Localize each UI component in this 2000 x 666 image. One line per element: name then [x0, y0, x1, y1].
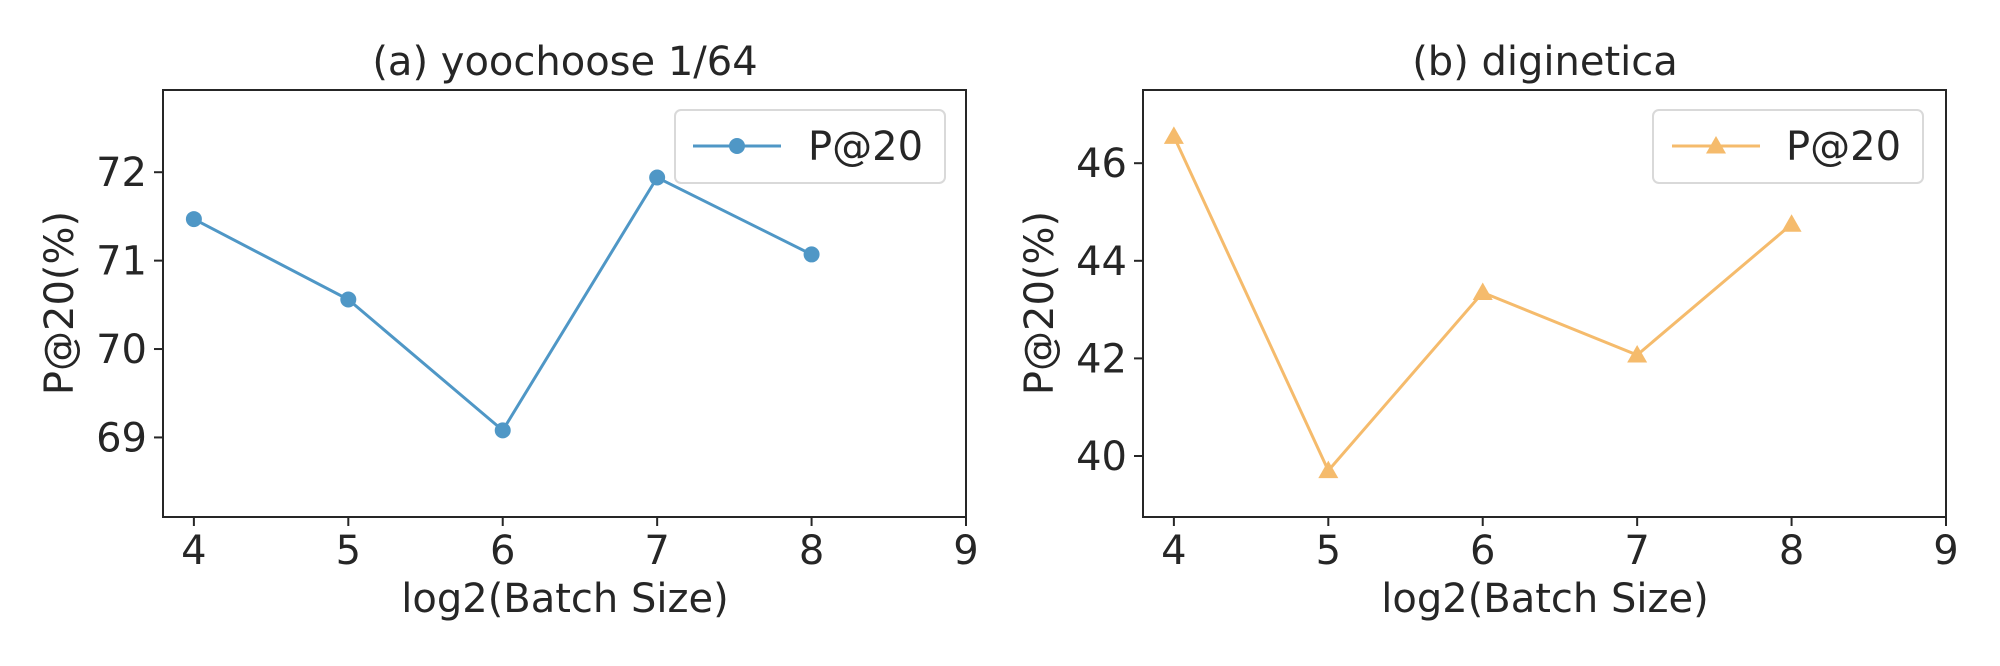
x-axis-label: log2(Batch Size) [401, 576, 728, 622]
legend-label: P@20 [1786, 124, 1901, 170]
y-tick-label: 72 [96, 150, 147, 196]
x-tick-label: 8 [799, 528, 824, 574]
legend-symbol [1706, 136, 1726, 154]
x-axis-label: log2(Batch Size) [1381, 576, 1708, 622]
y-axis-label: P@20(%) [1017, 211, 1063, 395]
data-point [803, 246, 820, 263]
y-tick-label: 69 [96, 415, 147, 461]
series-layer [185, 169, 820, 439]
legend-frame [1652, 109, 1924, 184]
legend: P@20 [674, 109, 946, 184]
data-point [340, 291, 357, 308]
data-point [1472, 282, 1493, 301]
x-tick-label: 5 [1316, 528, 1341, 574]
x-tick-label: 8 [1779, 528, 1804, 574]
x-tick-label: 7 [1624, 528, 1649, 574]
series-line [193, 175, 813, 433]
data-point [494, 422, 511, 439]
data-point [185, 211, 202, 228]
data-point [1627, 344, 1648, 363]
legend-label: P@20 [808, 124, 923, 170]
panel-yoochoose: (a) yoochoose 1/64 log2(Batch Size) P@20… [37, 39, 979, 622]
x-tick-label: 6 [1470, 528, 1495, 574]
data-point [1318, 460, 1339, 479]
chart-title: (a) yoochoose 1/64 [372, 39, 757, 85]
y-tick-label: 71 [96, 239, 147, 285]
data-point [1163, 126, 1184, 144]
series-line [1172, 135, 1793, 474]
data-point [649, 169, 666, 186]
series-layer [1163, 126, 1802, 479]
y-ticks: 69 70 71 72 [96, 150, 163, 461]
legend: P@20 [1652, 109, 1924, 184]
legend-frame [674, 109, 946, 184]
y-axis-label: P@20(%) [37, 211, 83, 395]
y-tick-label: 42 [1076, 336, 1127, 382]
plot-frame [1142, 89, 1947, 518]
y-ticks: 40 42 44 46 [1076, 141, 1143, 480]
x-tick-label: 5 [336, 528, 361, 574]
x-tick-label: 7 [644, 528, 669, 574]
y-tick-label: 44 [1076, 239, 1127, 285]
x-tick-label: 4 [181, 528, 206, 574]
x-ticks: 4 5 6 7 8 9 [1161, 517, 1959, 574]
x-tick-label: 4 [1161, 528, 1186, 574]
y-tick-label: 46 [1076, 141, 1127, 187]
x-tick-label: 9 [953, 528, 978, 574]
legend-symbol [729, 138, 745, 154]
x-ticks: 4 5 6 7 8 9 [181, 517, 979, 574]
plot-frame [162, 89, 967, 518]
y-tick-label: 70 [96, 327, 147, 373]
data-point [1781, 214, 1802, 232]
panel-diginetica: (b) diginetica log2(Batch Size) P@20(%) … [1017, 39, 1959, 622]
legend-marker [693, 138, 781, 154]
chart-title: (b) diginetica [1412, 39, 1678, 85]
x-tick-label: 6 [490, 528, 515, 574]
legend-marker [1672, 136, 1760, 154]
y-tick-label: 40 [1076, 434, 1127, 480]
x-tick-label: 9 [1933, 528, 1958, 574]
